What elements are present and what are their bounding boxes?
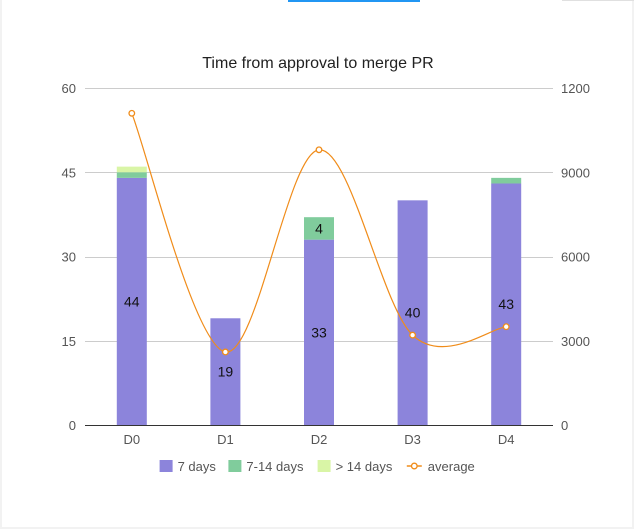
y-left-tick-label: 15: [62, 334, 76, 349]
bar-segment: [304, 239, 334, 425]
top-divider: [562, 0, 634, 1]
data-label: 43: [498, 296, 514, 312]
x-tick-label: D1: [217, 432, 234, 447]
legend-label: > 14 days: [336, 459, 393, 474]
bar-segment: [491, 177, 522, 184]
data-label: 19: [218, 364, 234, 380]
active-tab-indicator: [288, 0, 420, 2]
legend[interactable]: 7 days 7-14 days > 14 days average: [159, 459, 475, 474]
average-point: [502, 323, 510, 331]
legend-item[interactable]: average: [406, 459, 475, 474]
legend-item[interactable]: 7 days: [159, 459, 217, 474]
average-line-path: [131, 113, 507, 353]
bar-segment: [116, 166, 147, 173]
bar-segment: [397, 200, 428, 425]
data-label: 4: [315, 220, 323, 236]
average-point: [315, 146, 323, 154]
data-labels: 44 19 33 4 40 43: [124, 220, 514, 379]
data-label: 44: [124, 293, 140, 309]
average-line: [128, 109, 510, 356]
bar-segment: [210, 318, 241, 425]
chart-title: Time from approval to merge PR: [202, 55, 433, 72]
legend-label: 7 days: [178, 459, 217, 474]
legend-swatch: [159, 460, 173, 472]
data-label: 40: [405, 305, 421, 321]
legend-label: average: [428, 459, 475, 474]
legend-swatch: [317, 460, 331, 472]
legend-item[interactable]: > 14 days: [317, 459, 393, 474]
y-right-tick-label: 0: [561, 418, 568, 433]
bar-segment: [304, 217, 334, 240]
y-left-tick-label: 30: [62, 250, 76, 265]
x-tick-label: D3: [404, 432, 421, 447]
y-right-tick-label: 3000: [561, 334, 590, 349]
y-right-tick-label: 1200: [561, 81, 590, 96]
data-label: 33: [311, 324, 327, 340]
y-right-tick-label: 9000: [561, 165, 590, 180]
x-tick-label: D2: [311, 432, 328, 447]
average-point: [128, 109, 136, 117]
axis-labels: 0 15 30 45 60 0 3000 6000 9000 1200 D0 D1 D2 D3 D4: [62, 81, 590, 447]
y-left-tick-label: 60: [62, 81, 76, 96]
y-right-tick-label: 6000: [561, 250, 590, 265]
legend-marker: [410, 462, 418, 470]
bar-segment: [116, 177, 147, 425]
y-left-tick-label: 45: [62, 165, 76, 180]
bar-segment: [491, 183, 522, 425]
x-tick-label: D0: [123, 432, 140, 447]
legend-item[interactable]: 7-14 days: [228, 459, 304, 474]
average-point: [221, 348, 229, 356]
x-tick-label: D4: [498, 432, 515, 447]
legend-swatch: [228, 460, 242, 472]
bar-segment: [116, 172, 147, 178]
average-point: [409, 331, 417, 339]
y-left-tick-label: 0: [69, 418, 76, 433]
legend-label: 7-14 days: [246, 459, 304, 474]
bars: [116, 166, 522, 425]
